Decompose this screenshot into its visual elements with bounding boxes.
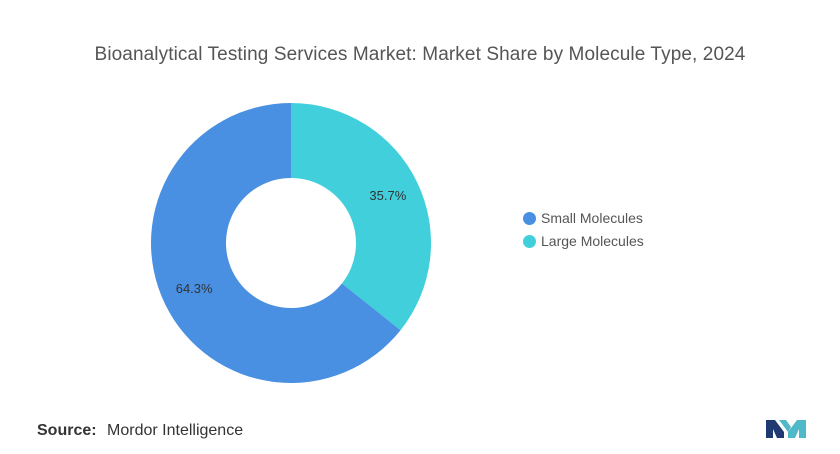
data-label-large-molecules: 35.7% [369,188,406,203]
legend-swatch-small-molecules [523,211,536,225]
source-label: Source: [37,422,97,439]
legend-item-small-molecules: Small Molecules [523,207,644,229]
data-label-small-molecules: 64.3% [176,281,213,296]
source-note: Source: Mordor Intelligence [37,422,243,440]
legend-label-small-molecules: Small Molecules [541,210,643,226]
mordor-intelligence-logo-icon [766,420,806,438]
chart-title: Bioanalytical Testing Services Market: M… [94,44,746,65]
donut-slice-small-molecules [150,103,401,384]
legend-swatch-large-molecules [523,234,536,248]
source-text: Mordor Intelligence [107,422,244,439]
donut-data-labels: 35.7% 64.3% [176,188,407,296]
legend-label-large-molecules: Large Molecules [541,233,644,249]
chart-legend: Small Molecules Large Molecules [523,207,644,253]
legend-item-large-molecules: Large Molecules [523,230,644,252]
donut-slice-large-molecules [291,103,431,331]
donut-slices [150,103,431,384]
